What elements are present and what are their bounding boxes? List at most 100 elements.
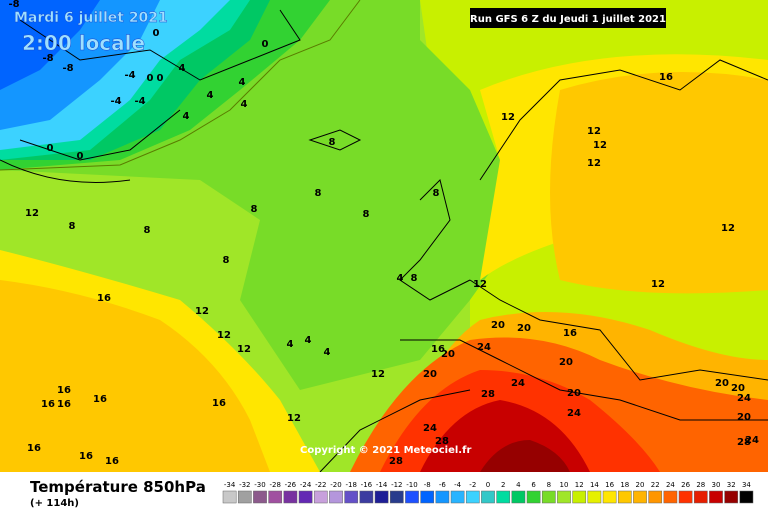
scale-swatch bbox=[678, 490, 693, 504]
scale-swatch bbox=[420, 490, 435, 504]
contour-label: 8 bbox=[223, 255, 230, 266]
contour-label: 8 bbox=[69, 221, 76, 232]
scale-swatch bbox=[313, 490, 328, 504]
contour-label: 12 bbox=[721, 223, 735, 234]
contour-label: 12 bbox=[593, 140, 607, 151]
scale-swatch bbox=[739, 490, 754, 504]
scale-label: -30 bbox=[254, 481, 265, 489]
scale-swatch bbox=[283, 490, 298, 504]
copyright: Copyright © 2021 Meteociel.fr bbox=[300, 445, 471, 456]
contour-label: 20 bbox=[731, 383, 745, 394]
scale-label: -14 bbox=[376, 481, 388, 489]
contour-label: 0 bbox=[153, 28, 160, 39]
scale-label: 34 bbox=[742, 481, 751, 489]
scale-label: -34 bbox=[224, 481, 236, 489]
run-info: Run GFS 6 Z du Jeudi 1 juillet 2021 bbox=[470, 14, 666, 25]
contour-label: 16 bbox=[27, 443, 41, 454]
scale-swatch bbox=[587, 490, 602, 504]
scale-label: -18 bbox=[345, 481, 356, 489]
scale-swatch bbox=[253, 490, 267, 504]
contour-label: 16 bbox=[431, 344, 445, 355]
scale-swatch bbox=[602, 490, 617, 504]
contour-label: 0 bbox=[47, 143, 54, 154]
contour-label: 20 bbox=[567, 388, 581, 399]
contour-label: 12 bbox=[237, 344, 251, 355]
contour-label: 16 bbox=[97, 293, 111, 304]
contour-label: 24 bbox=[745, 435, 759, 446]
scale-swatch bbox=[389, 490, 404, 504]
contour-label: 4 bbox=[239, 77, 246, 88]
scale-swatch bbox=[481, 490, 495, 504]
temperature-fields bbox=[0, 0, 768, 472]
contour-label: -4 bbox=[110, 96, 121, 107]
contour-label: 12 bbox=[287, 413, 301, 424]
contour-label: 24 bbox=[477, 342, 491, 353]
contour-label: 20 bbox=[423, 369, 437, 380]
scale-label: -10 bbox=[406, 481, 417, 489]
contour-label: 16 bbox=[212, 398, 226, 409]
scale-label: 26 bbox=[681, 481, 690, 489]
contour-label: 8 bbox=[144, 225, 151, 236]
scale-swatch bbox=[435, 490, 450, 504]
contour-label: -8 bbox=[8, 0, 19, 10]
run-box bbox=[470, 8, 666, 28]
scale-swatch bbox=[693, 490, 708, 504]
contour-label: 4 bbox=[183, 111, 190, 122]
contour-label: 28 bbox=[389, 456, 403, 467]
contour-label: 24 bbox=[511, 378, 525, 389]
scale-label: -32 bbox=[239, 481, 250, 489]
scale-swatch bbox=[648, 490, 663, 504]
scale-swatch bbox=[298, 490, 313, 504]
scale-swatch bbox=[511, 490, 526, 504]
contour-label: 28 bbox=[481, 389, 495, 400]
scale-swatch bbox=[222, 490, 237, 504]
scale-swatch bbox=[374, 490, 389, 504]
contour-label: 28 bbox=[737, 437, 751, 448]
contour-label: 0 bbox=[77, 151, 84, 162]
scale-swatch bbox=[344, 490, 359, 504]
scale-label: 2 bbox=[501, 481, 505, 489]
contour-label: 12 bbox=[587, 158, 601, 169]
scale-swatch bbox=[541, 490, 556, 504]
scale-label: 14 bbox=[590, 481, 599, 489]
contour-label: 24 bbox=[567, 408, 581, 419]
scale-label: -16 bbox=[361, 481, 373, 489]
contour-label: 8 bbox=[315, 188, 322, 199]
contour-label: 16 bbox=[563, 328, 577, 339]
footer-title: Température 850hPa bbox=[30, 478, 206, 496]
contour-label: 24 bbox=[737, 393, 751, 404]
scale-label: 28 bbox=[696, 481, 705, 489]
scale-swatch bbox=[663, 490, 678, 504]
coastlines bbox=[0, 9, 768, 473]
forecast-date: Mardi 6 juillet 2021 bbox=[14, 10, 168, 26]
scale-label: 6 bbox=[531, 481, 536, 489]
contour-label: 4 bbox=[287, 339, 294, 350]
contour-label: 8 bbox=[251, 204, 258, 215]
scale-label: -4 bbox=[454, 481, 462, 489]
contour-label: 4 bbox=[305, 335, 312, 346]
scale-label: 32 bbox=[727, 481, 736, 489]
contour-label: 16 bbox=[79, 451, 93, 462]
contour-label: -8 bbox=[62, 63, 73, 74]
scale-label: 24 bbox=[666, 481, 675, 489]
forecast-lead: (+ 114h) bbox=[30, 498, 79, 509]
scale-swatch bbox=[572, 490, 587, 504]
contour-label: 16 bbox=[57, 399, 71, 410]
contour-label: -4 bbox=[124, 70, 135, 81]
scale-label: -26 bbox=[285, 481, 297, 489]
scale-swatch bbox=[465, 490, 480, 504]
scale-swatch bbox=[450, 490, 465, 504]
scale-label: 22 bbox=[651, 481, 660, 489]
scale-label: 8 bbox=[547, 481, 551, 489]
scale-swatch bbox=[237, 490, 252, 504]
contour-label: 12 bbox=[587, 126, 601, 137]
contour-label: 12 bbox=[217, 330, 231, 341]
contour-label: 8 bbox=[363, 209, 370, 220]
contour-label: 20 bbox=[715, 378, 729, 389]
contour-label: 12 bbox=[25, 208, 39, 219]
scale-label: -24 bbox=[300, 481, 312, 489]
color-scale: -34 -32 -30 -28 -26 -24 -22 -20 -18 -16 -14 -12 -10-… bbox=[222, 481, 754, 504]
contour-label: 20 bbox=[441, 349, 455, 360]
contour-label: 0 bbox=[157, 73, 164, 84]
